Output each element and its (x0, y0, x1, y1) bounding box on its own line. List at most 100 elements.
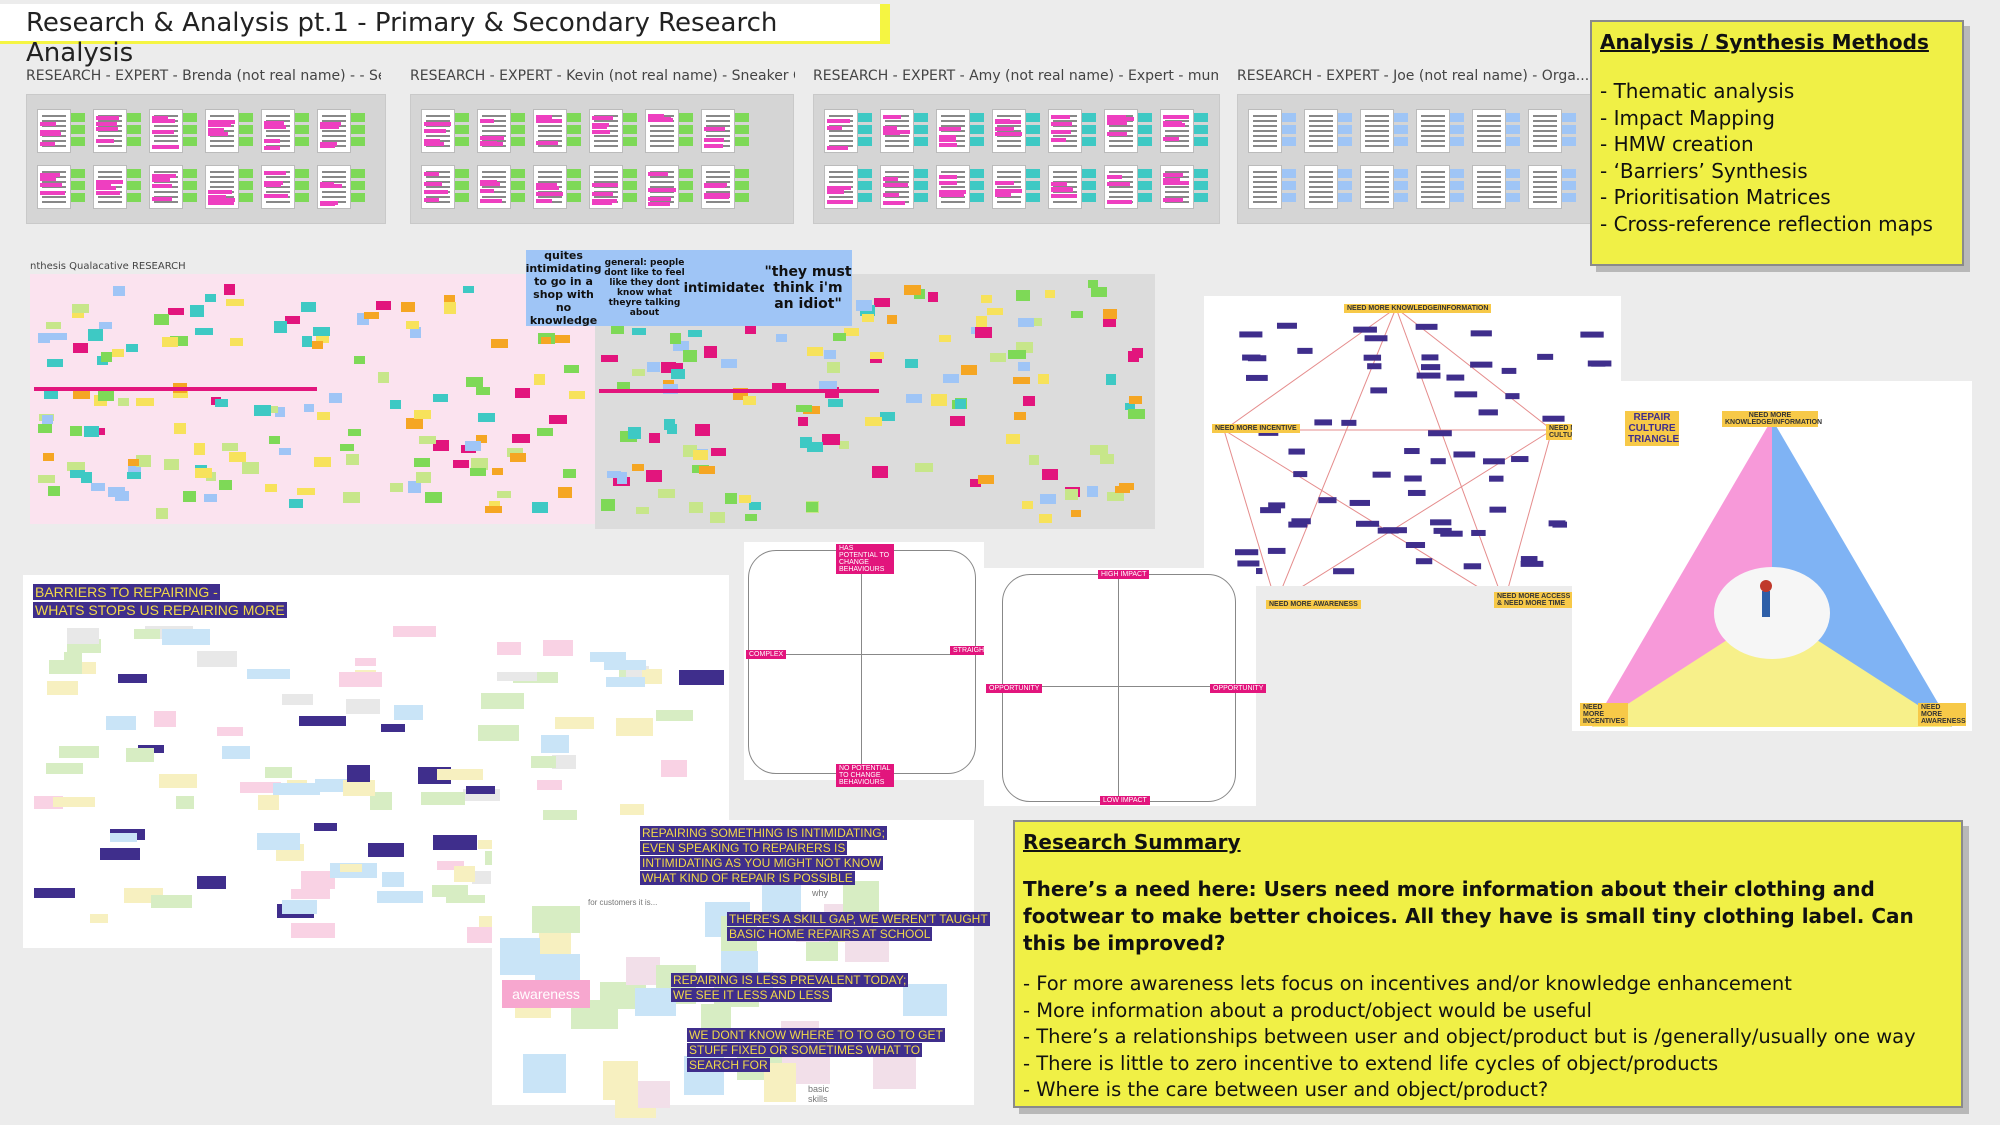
document-thumbnail[interactable] (1416, 109, 1450, 153)
document-thumbnail[interactable] (317, 165, 351, 209)
sticky-note (1128, 396, 1142, 405)
document-thumbnail[interactable] (589, 165, 623, 209)
document-thumbnail[interactable] (421, 165, 455, 209)
sticky-note (914, 193, 928, 202)
sticky-note (905, 358, 918, 368)
document-thumbnail[interactable] (1160, 165, 1194, 209)
sticky-note (1394, 181, 1408, 190)
document-thumbnail[interactable] (1304, 109, 1338, 153)
sticky-note (301, 335, 313, 347)
document-thumbnail[interactable] (533, 109, 567, 153)
sticky-note (663, 418, 675, 430)
expert-panel-brenda[interactable] (26, 94, 386, 224)
document-thumbnail[interactable] (645, 165, 679, 209)
sticky-note (1338, 137, 1352, 146)
document-thumbnail[interactable] (1104, 165, 1138, 209)
sticky-note (623, 169, 637, 178)
document-thumbnail[interactable] (421, 109, 455, 153)
sticky-note (1044, 290, 1055, 299)
document-thumbnail[interactable] (1528, 165, 1562, 209)
barrier-note (453, 866, 475, 882)
document-thumbnail[interactable] (1248, 109, 1282, 153)
repair-culture-triangle[interactable]: NEED MORE KNOWLEDGE/INFORMATION NEED MOR… (1572, 381, 1972, 731)
document-thumbnail[interactable] (880, 165, 914, 209)
document-thumbnail[interactable] (149, 165, 183, 209)
document-thumbnail[interactable] (1416, 165, 1450, 209)
sticky-note (549, 414, 568, 425)
document-thumbnail[interactable] (1528, 109, 1562, 153)
sticky-note (1026, 125, 1040, 134)
document-thumbnail[interactable] (936, 165, 970, 209)
sticky-note (632, 368, 645, 376)
document-thumbnail[interactable] (1472, 165, 1506, 209)
document-thumbnail[interactable] (824, 109, 858, 153)
document-thumbnail[interactable] (93, 165, 127, 209)
sticky-note (567, 193, 581, 202)
document-thumbnail[interactable] (992, 165, 1026, 209)
sticky-note (1194, 125, 1208, 134)
document-thumbnail[interactable] (37, 109, 71, 153)
sticky-note (128, 458, 139, 466)
document-thumbnail[interactable] (1104, 109, 1138, 153)
document-thumbnail[interactable] (149, 109, 183, 153)
summary-lead: There’s a need here: Users need more inf… (1023, 877, 1914, 955)
document-thumbnail[interactable] (205, 109, 239, 153)
sticky-note (858, 169, 872, 178)
barrier-note (477, 725, 520, 742)
document-thumbnail[interactable] (477, 109, 511, 153)
priority-matrix-impact[interactable]: HIGH IMPACT LOW IMPACT OPPORTUNITY OPPOR… (984, 568, 1267, 806)
insight-note (602, 1061, 639, 1100)
impact-map[interactable]: NEED MORE KNOWLEDGE/INFORMATION NEED MOR… (1204, 296, 1621, 609)
sticky-note (490, 338, 508, 349)
document-thumbnail[interactable] (1304, 165, 1338, 209)
sticky-note (239, 193, 253, 202)
sticky-note (300, 301, 316, 312)
document-thumbnail[interactable] (261, 109, 295, 153)
sticky-note (800, 437, 812, 449)
sticky-note (743, 395, 757, 406)
priority-matrix-behaviour[interactable]: HAS POTENTIAL TO CHANGE BEHAVIOURS NO PO… (744, 542, 1024, 787)
document-thumbnail[interactable] (205, 165, 239, 209)
synthesis-board-pink[interactable] (30, 274, 595, 524)
document-thumbnail[interactable] (37, 165, 71, 209)
document-thumbnail[interactable] (1048, 109, 1082, 153)
document-thumbnail[interactable] (824, 165, 858, 209)
document-thumbnail[interactable] (477, 165, 511, 209)
barrier-note (240, 782, 281, 793)
document-thumbnail[interactable] (93, 109, 127, 153)
sticky-note (470, 467, 486, 477)
document-thumbnail[interactable] (261, 165, 295, 209)
document-thumbnail[interactable] (1048, 165, 1082, 209)
document-thumbnail[interactable] (1160, 109, 1194, 153)
sticky-note (1038, 513, 1053, 523)
document-thumbnail[interactable] (936, 109, 970, 153)
expert-panel-joe[interactable] (1237, 94, 1623, 224)
sticky-note (1450, 113, 1464, 122)
sticky-note (679, 169, 693, 178)
impact-note (1364, 335, 1388, 342)
sticky-note (278, 448, 292, 456)
triangle-bottom-right-label: NEED MORE AWARENESS (1918, 703, 1966, 726)
document-thumbnail[interactable] (880, 109, 914, 153)
barriers-board[interactable]: BARRIERS TO REPAIRING - WHATS STOPS US R… (23, 575, 729, 948)
synthesis-board-grey[interactable] (595, 274, 1155, 529)
document-thumbnail[interactable] (589, 109, 623, 153)
sticky-note (303, 403, 315, 412)
sticky-note (745, 513, 757, 522)
document-thumbnail[interactable] (992, 109, 1026, 153)
expert-panel-kevin[interactable] (410, 94, 794, 224)
document-thumbnail[interactable] (1248, 165, 1282, 209)
document-thumbnail[interactable] (1360, 165, 1394, 209)
sticky-note (930, 393, 947, 406)
sticky-note (824, 350, 837, 359)
document-thumbnail[interactable] (645, 109, 679, 153)
document-thumbnail[interactable] (317, 109, 351, 153)
document-thumbnail[interactable] (1472, 109, 1506, 153)
document-thumbnail[interactable] (701, 109, 735, 153)
document-thumbnail[interactable] (1360, 109, 1394, 153)
document-thumbnail[interactable] (701, 165, 735, 209)
document-thumbnail[interactable] (533, 165, 567, 209)
sticky-note (567, 169, 581, 178)
barrier-note (46, 680, 78, 696)
expert-panel-amy[interactable] (813, 94, 1220, 224)
